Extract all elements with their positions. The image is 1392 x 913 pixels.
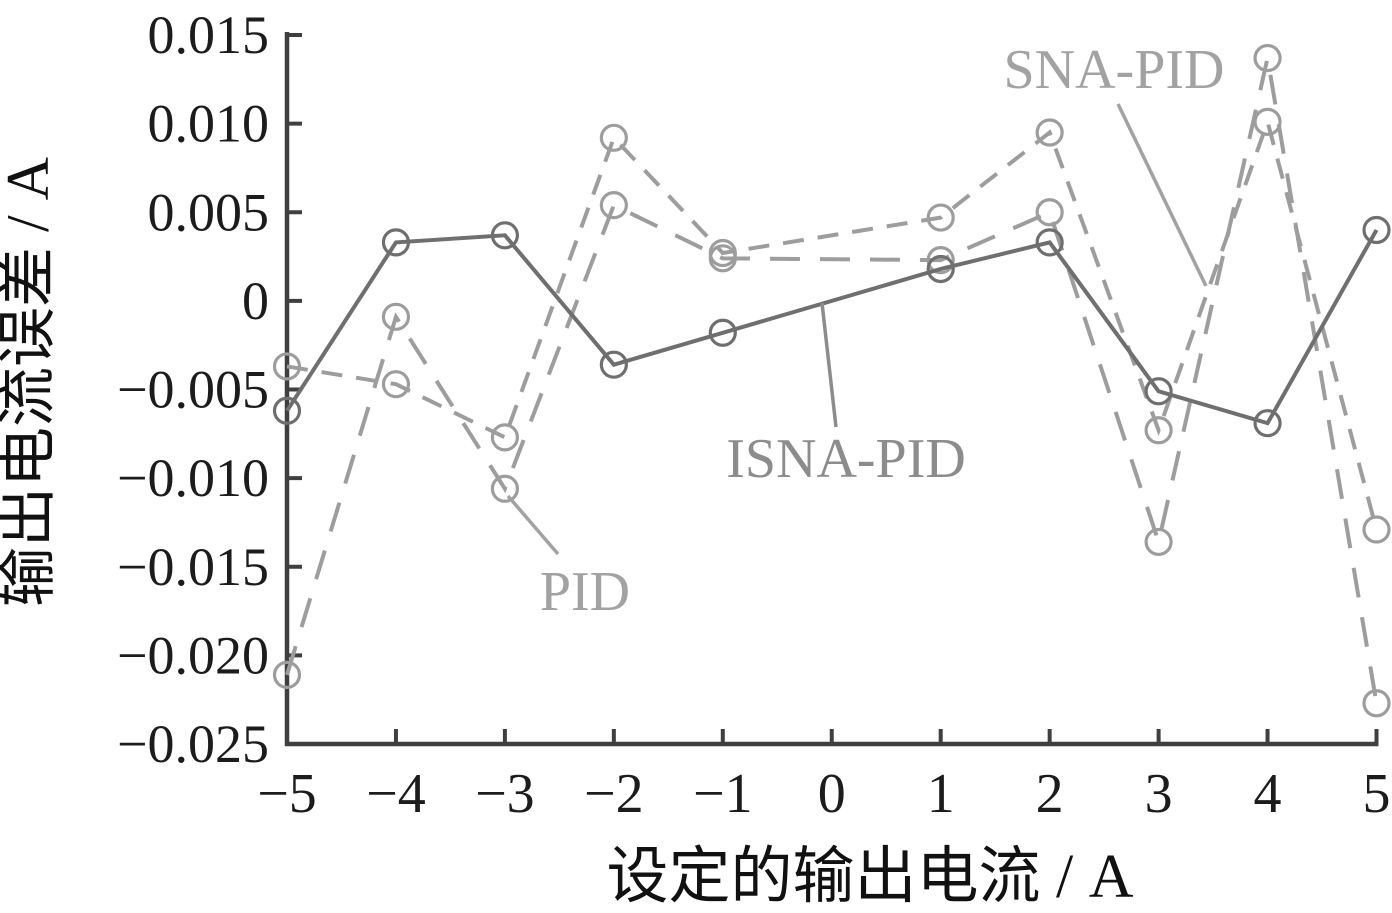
marker-sna-pid xyxy=(1144,416,1173,445)
series-label-isna-pid: ISNA-PID xyxy=(726,428,966,490)
marker-pid xyxy=(490,474,519,503)
x-tick-label: 2 xyxy=(1036,763,1064,825)
series-line-sna-pid xyxy=(286,115,1379,531)
x-tick-label: 5 xyxy=(1363,763,1391,825)
marker-sna-pid xyxy=(490,423,519,452)
marker-sna-pid xyxy=(708,238,737,268)
x-tick-label: 4 xyxy=(1254,763,1282,825)
y-tick-label: 0 xyxy=(242,271,269,331)
y-tick-label: 0.010 xyxy=(148,94,270,154)
marker-pid xyxy=(926,246,955,275)
y-tick-label: −0.005 xyxy=(117,360,269,420)
marker-isna-pid xyxy=(1253,409,1282,438)
x-tick-label: 0 xyxy=(818,763,846,825)
series-lines xyxy=(272,43,1391,718)
marker-isna-pid xyxy=(1362,215,1391,245)
x-tick-label: −3 xyxy=(475,763,535,825)
series-annotations: SNA-PID ISNA-PID PID xyxy=(506,39,1225,623)
marker-pid xyxy=(1144,527,1173,557)
x-tick-label: 3 xyxy=(1145,763,1173,825)
series-label-sna-pid: SNA-PID xyxy=(1004,39,1225,101)
annotation-pointer-sna-pid xyxy=(1116,103,1208,287)
marker-sna-pid xyxy=(1253,107,1282,136)
x-tick-label: −1 xyxy=(693,763,753,825)
marker-sna-pid xyxy=(272,352,302,381)
series-line-isna-pid xyxy=(285,228,1379,426)
marker-pid xyxy=(1035,198,1064,227)
x-tick-label: −4 xyxy=(366,763,426,825)
marker-isna-pid xyxy=(708,318,737,347)
marker-isna-pid xyxy=(272,396,302,425)
annotation-pointer-pid xyxy=(506,494,560,556)
marker-pid xyxy=(599,191,628,220)
marker-sna-pid xyxy=(926,203,955,232)
marker-isna-pid xyxy=(1035,228,1064,257)
x-tick-label: −2 xyxy=(584,763,644,825)
marker-sna-pid xyxy=(1362,515,1391,544)
x-tick-label: 1 xyxy=(927,763,955,825)
marker-sna-pid xyxy=(599,123,628,152)
marker-pid xyxy=(381,302,411,331)
marker-isna-pid xyxy=(926,254,955,284)
series-line-pid xyxy=(285,57,1379,704)
y-tick-label: −0.025 xyxy=(117,714,269,774)
marker-isna-pid xyxy=(490,221,519,250)
marker-sna-pid xyxy=(1035,118,1064,147)
marker-isna-pid xyxy=(381,228,411,257)
x-tick-label: −5 xyxy=(257,763,317,825)
y-tick-label: −0.010 xyxy=(117,448,269,508)
marker-pid xyxy=(1362,689,1391,718)
marker-sna-pid xyxy=(381,370,411,399)
marker-isna-pid xyxy=(599,350,628,379)
marker-pid xyxy=(272,660,302,689)
y-tick-label: −0.015 xyxy=(117,537,269,597)
y-axis-title: 输出电流误差 / A xyxy=(0,157,61,607)
y-tick-label: 0.015 xyxy=(148,5,270,65)
series-label-pid: PID xyxy=(540,561,630,623)
y-tick-label: −0.020 xyxy=(117,625,269,685)
x-axis-title: 设定的输出电流 / A xyxy=(606,843,1133,911)
marker-isna-pid xyxy=(1144,377,1173,406)
annotation-pointer-isna-pid xyxy=(820,302,838,428)
marker-pid xyxy=(1253,43,1282,73)
y-tick-label: 0.005 xyxy=(148,182,270,242)
axes: 0.015 0.010 0.005 0 −0.005 −0.010 −0.015 −0.020… xyxy=(117,5,1390,825)
